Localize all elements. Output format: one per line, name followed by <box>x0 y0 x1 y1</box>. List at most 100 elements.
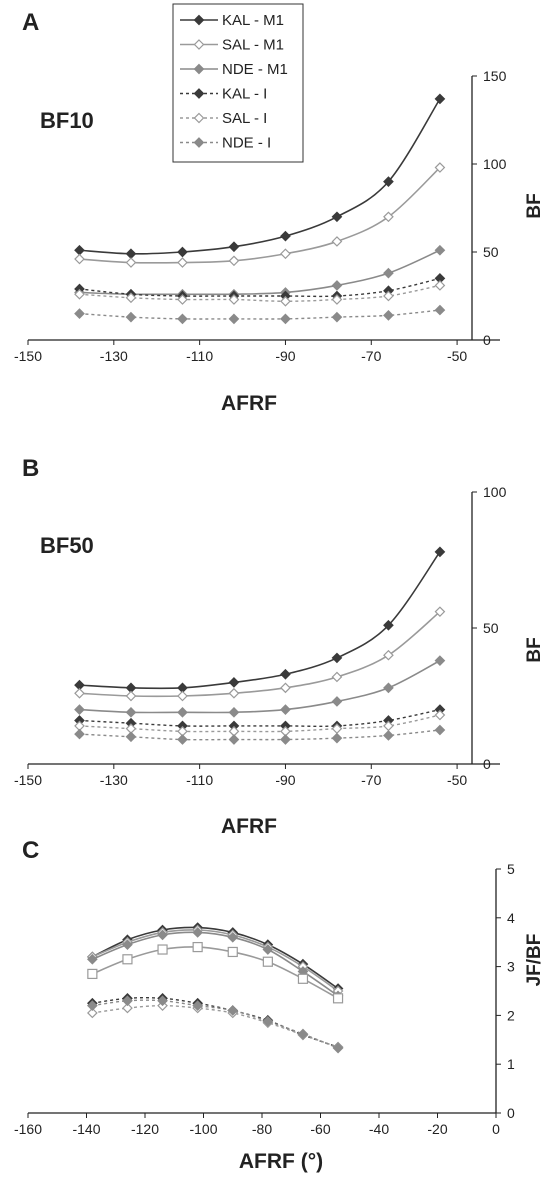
panel-a-point-nde-m1 <box>434 244 446 256</box>
panel-b-point-nde-i <box>228 734 240 745</box>
panel-a-x-tick-label: -50 <box>447 348 467 364</box>
panel-c-x-tick-label: -40 <box>369 1121 389 1137</box>
panel-b-point-nde-i <box>177 734 188 745</box>
panel-a-point-kal-m1 <box>331 211 343 223</box>
panel-a-y-tick-label: 0 <box>483 332 491 348</box>
panel-b-point-kal-m1 <box>383 619 394 631</box>
panel-a-point-kal-m1 <box>177 246 188 258</box>
panel-c-y-tick-label: 3 <box>507 959 515 975</box>
panel-a-point-sal-i <box>177 294 188 305</box>
panel-a-point-kal-m1 <box>383 176 394 187</box>
panel-b-point-kal-m1 <box>331 652 343 664</box>
panel-a-point-sal-i <box>125 292 137 304</box>
panel-c-plot: -160 -140 -120 -100 -80 -60 -40 -20 00 1 2 3 4 5 <box>14 861 515 1137</box>
panel-b-x-tick-label: -90 <box>275 772 295 788</box>
legend-box <box>172 3 304 163</box>
panel-b-point-sal-m1 <box>228 687 240 699</box>
panel-b-letter: B <box>22 455 39 482</box>
panel-a-point-kal-m1 <box>280 230 291 242</box>
panel-c-point-nde-m1 <box>122 939 133 950</box>
panel-b-point-nde-m1 <box>228 706 240 718</box>
panel-b-point-nde-m1 <box>125 706 137 718</box>
panel-b-point-kal-m1 <box>228 677 240 688</box>
panel-a-x-tick-label: -130 <box>100 348 128 364</box>
panel-a-point-nde-m1 <box>383 267 394 279</box>
panel-a-x-tick-label: -110 <box>186 348 213 364</box>
panel-a-point-nde-i <box>434 304 446 316</box>
panel-a-point-nde-i <box>228 313 240 325</box>
panel-c-y-axis-label: JF/BF <box>524 934 545 987</box>
panel-c-point-nde-m1 <box>157 929 168 941</box>
panel-c-x-tick-label: 0 <box>492 1121 500 1137</box>
panel-b-point-nde-i <box>74 728 85 740</box>
panel-c-point-other-m1 <box>297 973 309 984</box>
panel-a-point-nde-i <box>125 311 137 323</box>
panel-a-x-axis-label: AFRF <box>221 392 277 415</box>
panel-c-point-other-m1 <box>157 944 168 955</box>
panel-c-letter: C <box>22 837 39 864</box>
panel-b-point-sal-m1 <box>280 682 291 694</box>
panel-b-x-axis-label: AFRF <box>221 815 277 838</box>
panel-c-point-other-m1 <box>192 941 203 953</box>
panel-b-point-kal-m1 <box>434 546 446 558</box>
panel-a-x-tick-label: -70 <box>361 348 381 364</box>
panel-a-point-kal-m1 <box>74 244 85 256</box>
panel-c-x-tick-label: -80 <box>252 1121 272 1137</box>
panel-a-point-sal-m1 <box>280 248 291 260</box>
legend-entry-label: SAL - M1 <box>222 37 284 54</box>
panel-a-point-nde-i <box>383 310 394 321</box>
panel-a-y-axis-label: BF <box>524 193 545 218</box>
panel-a-point-sal-i <box>228 294 240 305</box>
panel-b-point-nde-m1 <box>331 696 343 707</box>
panel-a-point-kal-m1 <box>434 93 446 105</box>
panel-c-x-tick-label: -60 <box>310 1121 330 1137</box>
legend-entry-label: KAL - I <box>222 86 267 103</box>
panel-c-point-other-m1 <box>87 968 98 980</box>
panel-c-x-tick-label: -20 <box>427 1121 447 1137</box>
panel-c-point-nde-i <box>227 1005 239 1016</box>
panel-a: A BF10 -150 -130 -110 -90 -70 -50 0 50 100 150 AF… <box>14 9 545 415</box>
panel-b-series-line-kal-m1 <box>79 551 441 690</box>
panel-a-x-tick-label: -90 <box>275 348 295 364</box>
panel-b-point-sal-m1 <box>125 690 137 702</box>
panel-c-point-nde-m1 <box>227 931 239 943</box>
panel-a-point-nde-i <box>331 311 343 323</box>
panel-c-y-tick-label: 5 <box>507 861 515 877</box>
panel-c-point-other-m1 <box>262 956 273 967</box>
panel-a-point-sal-i <box>383 290 394 302</box>
panel-a-letter: A <box>22 9 39 36</box>
panel-b-x-tick-label: -50 <box>447 772 467 788</box>
panel-b-point-sal-i <box>434 709 446 721</box>
panel-b-x-tick-label: -130 <box>100 772 128 788</box>
panel-b-point-sal-m1 <box>177 690 188 702</box>
panel-c-y-tick-label: 4 <box>507 910 515 926</box>
panel-a-point-sal-i <box>74 288 85 300</box>
panel-a-point-nde-m1 <box>331 280 343 291</box>
panel-b-point-kal-m1 <box>280 668 291 680</box>
panel-a-point-sal-m1 <box>331 236 343 247</box>
panel-c-x-tick-label: -100 <box>189 1121 217 1137</box>
panel-a-point-sal-i <box>434 280 446 291</box>
panel-c-x-tick-label: -140 <box>72 1121 100 1137</box>
panel-b-x-tick-label: -70 <box>361 772 381 788</box>
legend-swatch-marker <box>193 14 205 26</box>
panel-b-point-nde-m1 <box>74 704 85 715</box>
panel-b-inset-label: BF50 <box>40 533 94 558</box>
legend-entry-label: NDE - M1 <box>222 61 288 78</box>
panel-b-point-nde-i <box>280 734 291 745</box>
panel-c-point-nde-m1 <box>192 927 203 938</box>
panel-a-point-sal-m1 <box>228 255 240 267</box>
panel-a-point-sal-m1 <box>74 253 85 265</box>
panel-c-point-nde-i <box>297 1028 309 1040</box>
legend-swatch-marker <box>193 112 205 124</box>
legend-swatch-marker <box>193 39 205 50</box>
legend-swatch-marker <box>193 88 205 99</box>
panel-a-point-sal-m1 <box>434 162 446 173</box>
panel-a-plot: -150 -130 -110 -90 -70 -50 0 50 100 150 <box>14 68 507 364</box>
legend-swatch-marker <box>193 137 205 148</box>
panel-c-point-other-m1 <box>122 954 133 965</box>
panel-a-y-tick-label: 50 <box>483 244 499 260</box>
panel-a-point-sal-m1 <box>383 211 394 223</box>
